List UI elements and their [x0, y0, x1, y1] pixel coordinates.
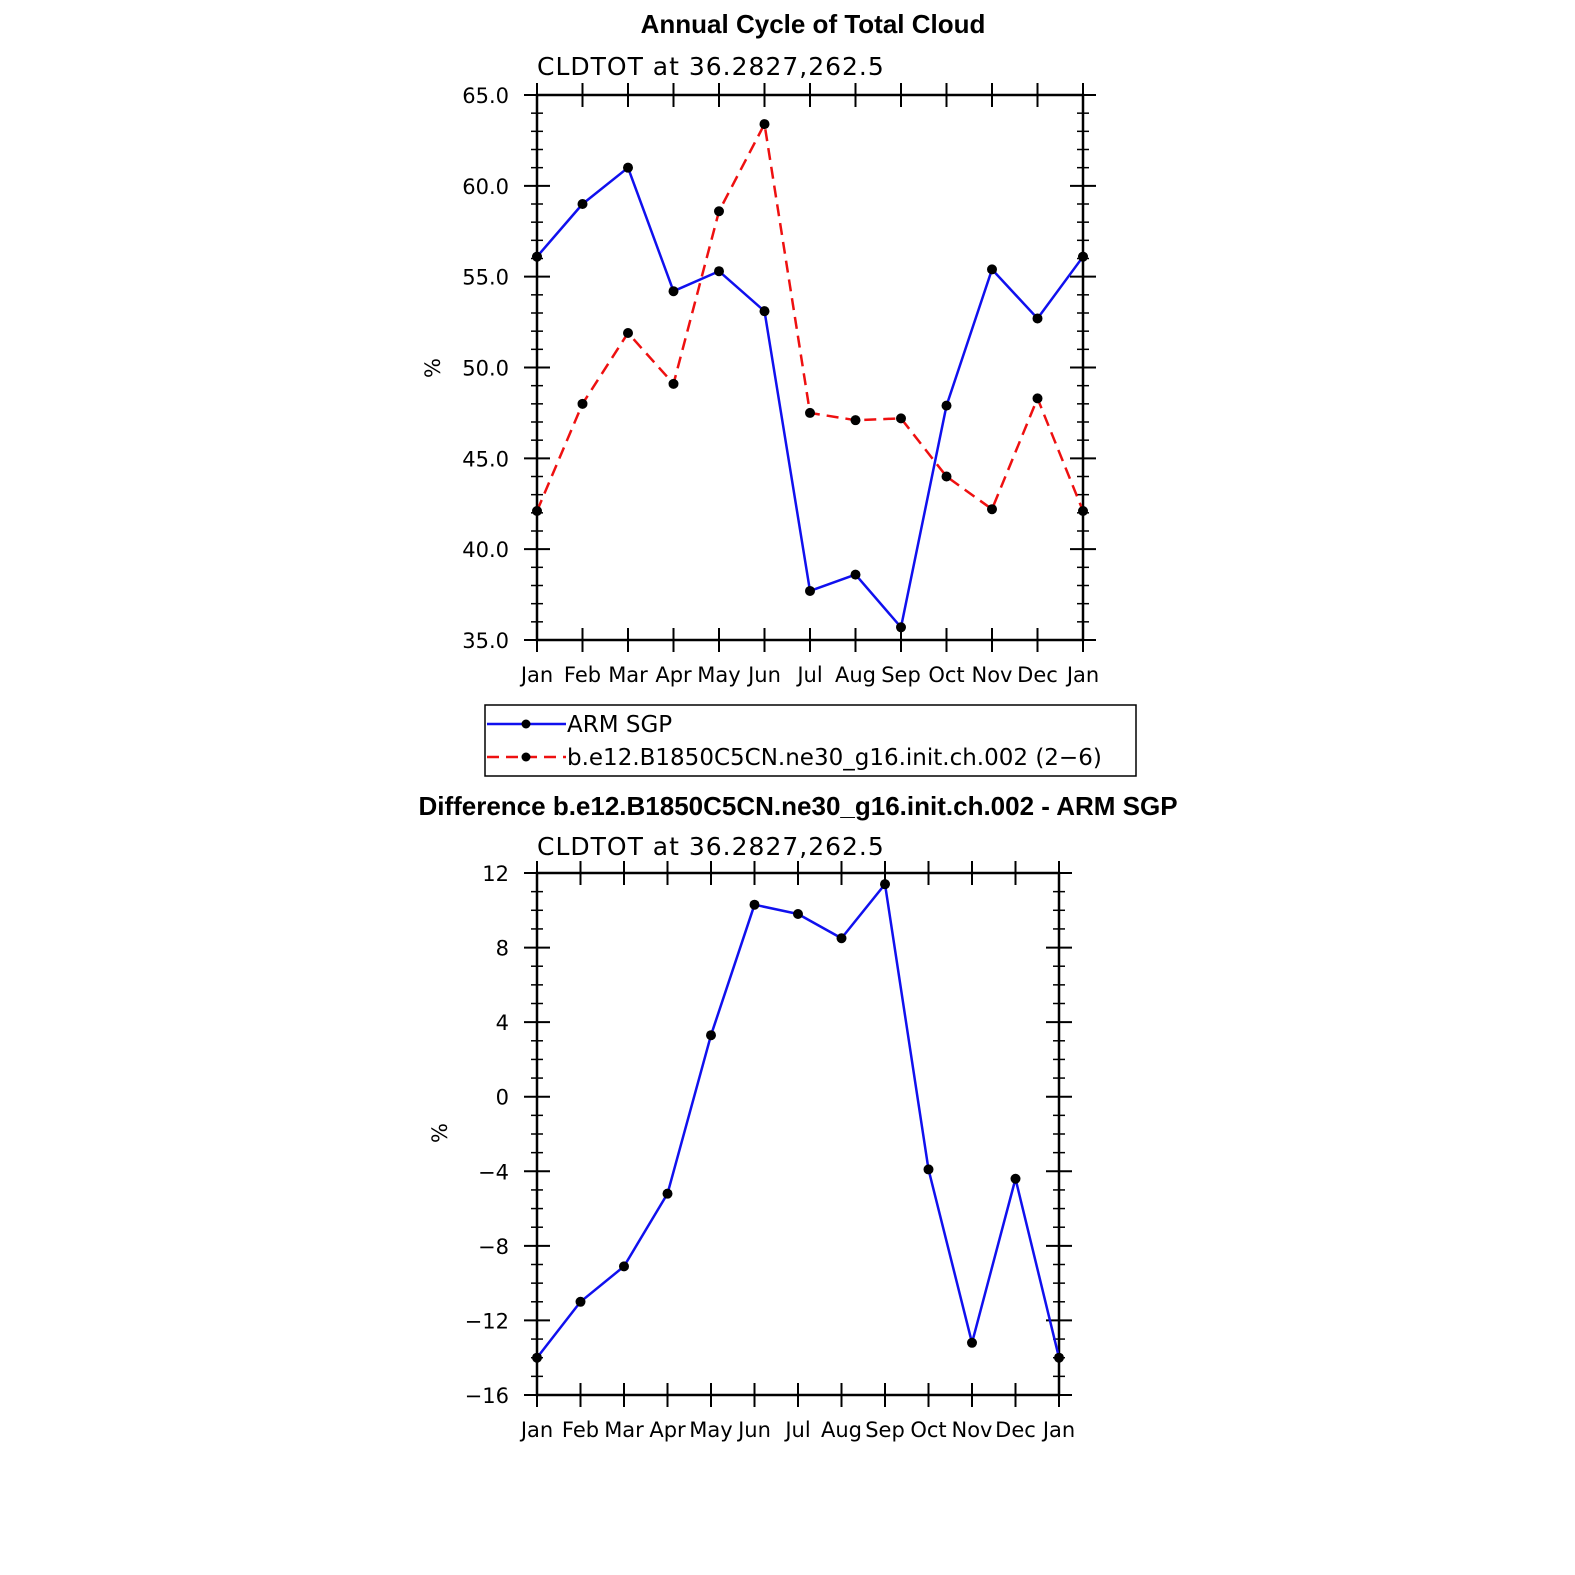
chart2-ytick-label: −8 — [478, 1235, 509, 1259]
chart1-xtick-label: Dec — [1017, 663, 1058, 687]
chart1-plot: Jan Feb Mar Apr May Jun Jul Aug Sep Oct Nov Dec Jan 3… — [462, 83, 1099, 687]
chart1-xtick-label: Sep — [881, 663, 921, 687]
chart2-xtick-label: Jan — [519, 1418, 553, 1442]
chart2-series-0-point — [1010, 1173, 1021, 1184]
chart1-ytick-label: 45.0 — [462, 447, 509, 471]
chart1-series-0-point — [941, 400, 952, 411]
chart1-xtick-label: May — [697, 663, 740, 687]
chart2-xtick-label: Jan — [1041, 1418, 1075, 1442]
chart1-series-1-point — [1032, 393, 1043, 404]
chart1-series-1-point — [805, 407, 815, 418]
chart1-xtick-label: Jan — [1065, 663, 1099, 687]
chart2-xtick-label: Dec — [995, 1418, 1036, 1442]
chart1-series-0-point — [759, 306, 770, 317]
chart1-series-1-point — [941, 471, 952, 482]
chart2-series-line-0 — [536, 882, 1061, 1359]
chart1-frame — [535, 93, 1085, 642]
legend-marker-model — [521, 752, 531, 762]
chart1-series-0-point — [805, 585, 815, 596]
chart2-plot: Jan Feb Mar Apr May Jun Jul Aug Sep Oct Nov Dec Jan−… — [465, 861, 1075, 1442]
chart1-ytick-label: 55.0 — [462, 266, 509, 290]
chart2-series-0-point — [923, 1164, 934, 1175]
chart1-ytick-label: 65.0 — [462, 84, 509, 108]
chart1-series-0-point — [987, 264, 997, 275]
chart1-xtick-label: Apr — [655, 663, 692, 687]
chart2-ytick-label: 12 — [482, 862, 509, 886]
chart2-ytick-label: −12 — [465, 1309, 509, 1333]
chart1-series-0-point — [1032, 313, 1043, 324]
chart1-series-1-point — [714, 206, 724, 217]
chart2-series-0-point — [662, 1188, 673, 1199]
legend-marker-obs — [521, 719, 531, 729]
chart2-frame — [535, 871, 1061, 1397]
chart2-ytick-label: 8 — [496, 937, 509, 961]
chart2-subtitle: CLDTOT at 36.2827,262.5 — [537, 832, 885, 861]
chart2-series-0-point — [575, 1296, 586, 1307]
chart1-series-1-point — [850, 415, 861, 426]
chart1-xtick-label: Nov — [972, 663, 1013, 687]
chart2-xtick-label: Sep — [865, 1418, 905, 1442]
chart2-xtick-label: Jul — [783, 1418, 810, 1442]
chart2-series-0-point — [793, 909, 803, 920]
chart1-xtick-label: Jun — [746, 663, 781, 687]
chart2-ylabel: % — [428, 1123, 452, 1143]
chart1-series-0-point — [850, 569, 861, 580]
chart1-subtitle: CLDTOT at 36.2827,262.5 — [537, 52, 885, 81]
chart1-series-1-point — [668, 378, 679, 389]
chart1-ytick-label: 40.0 — [462, 538, 509, 562]
chart2-series-0-point — [706, 1030, 716, 1041]
chart1-series-1-point — [577, 398, 588, 409]
chart1-ytick-label: 60.0 — [462, 175, 509, 199]
chart2-xtick-label: Jun — [736, 1418, 771, 1442]
chart2-title: Difference b.e12.B1850C5CN.ne30_g16.init… — [418, 791, 1177, 821]
chart2-series-0-point — [619, 1261, 629, 1272]
chart1-series-0-point — [896, 622, 906, 633]
chart2-xtick-label: Feb — [562, 1418, 599, 1442]
chart1-series-1-point — [1078, 506, 1088, 517]
chart2-xtick-label: Aug — [821, 1418, 862, 1442]
legend-label-obs: ARM SGP — [567, 712, 672, 738]
chart2-xtick-label: Apr — [649, 1418, 686, 1442]
chart1-series-1-point — [896, 413, 906, 424]
chart1-ytick-label: 35.0 — [462, 629, 509, 653]
chart2-series-0-point — [532, 1352, 542, 1363]
chart1-xtick-label: Mar — [608, 663, 648, 687]
chart1-series-0-point — [577, 199, 588, 209]
chart1-series-0-point — [532, 251, 542, 262]
chart1-ylabel: % — [421, 358, 445, 378]
chart2-ytick-label: 4 — [496, 1011, 509, 1035]
chart2-ytick-label: −4 — [478, 1160, 509, 1184]
chart1-series-line-0 — [536, 166, 1085, 629]
chart2-series-0-point — [749, 899, 760, 910]
chart2-xtick-label: May — [689, 1418, 732, 1442]
chart2-xtick-label: Mar — [604, 1418, 644, 1442]
chart1-xtick-label: Jul — [795, 663, 822, 687]
chart1-ytick-label: 50.0 — [462, 357, 509, 381]
chart2-series-0-point — [836, 933, 847, 944]
chart2-xtick-label: Oct — [910, 1418, 946, 1442]
chart2-xtick-label: Nov — [952, 1418, 993, 1442]
legend-label-model: b.e12.B1850C5CN.ne30_g16.init.ch.002 (2−… — [567, 745, 1102, 771]
chart1-series-1-point — [759, 119, 770, 130]
chart2-series-0-point — [880, 879, 890, 890]
chart1-xtick-label: Jan — [519, 663, 553, 687]
chart1-series-1-point — [987, 504, 997, 515]
chart1-series-0-point — [668, 286, 679, 297]
chart1-xtick-label: Feb — [564, 663, 601, 687]
chart1-xtick-label: Aug — [835, 663, 876, 687]
chart1-series-0-point — [1078, 251, 1088, 262]
chart1-title: Annual Cycle of Total Cloud — [641, 9, 986, 39]
chart1-series-1-point — [532, 506, 542, 517]
chart2-ytick-label: 0 — [496, 1086, 509, 1110]
chart1-xtick-label: Oct — [928, 663, 964, 687]
legend-box — [484, 704, 1137, 777]
chart1-series-1-point — [623, 327, 633, 338]
chart2-series-0-point — [967, 1337, 977, 1348]
chart2-series-0-point — [1054, 1352, 1064, 1363]
chart1-series-line-1 — [535, 122, 1085, 512]
chart1-series-0-point — [714, 266, 724, 277]
chart2-ytick-label: −16 — [465, 1384, 509, 1408]
chart1-series-0-point — [623, 162, 633, 173]
